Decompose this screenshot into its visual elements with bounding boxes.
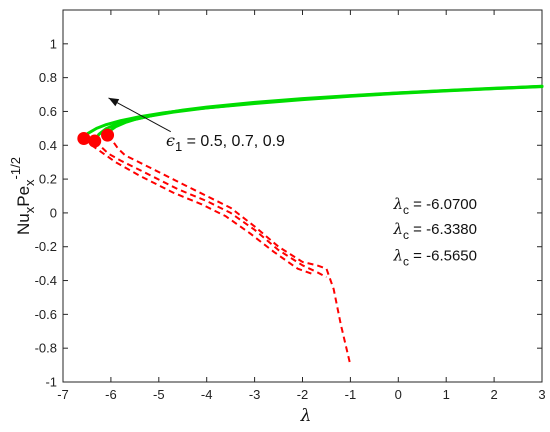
x-axis: -7 -6 -5 -4 -3 -2 -1 0 1 2 3 <box>57 10 546 402</box>
y-tick-label: 0.8 <box>39 70 57 85</box>
y-axis-label: NuxPex-1/2 <box>8 157 37 235</box>
y-tick-label: -0.4 <box>35 273 57 288</box>
chart-area: -7 -6 -5 -4 -3 -2 -1 0 1 2 3 -1 -0.8 -0.6 -0.4 -0.2 0 0.… <box>35 9 546 402</box>
arrow-shaft <box>108 97 172 133</box>
x-tick-label: -3 <box>249 387 261 402</box>
y-tick-label: -0.8 <box>35 341 57 356</box>
y-tick-label: -0.2 <box>35 239 57 254</box>
x-tick-label: -5 <box>153 387 165 402</box>
x-tick-label: 3 <box>538 387 545 402</box>
series-group <box>82 84 544 366</box>
x-tick-label: -2 <box>297 387 309 402</box>
arrow-head <box>108 97 120 107</box>
y-tick-label: -0.6 <box>35 307 57 322</box>
critical-point <box>88 134 102 148</box>
x-tick-label: -7 <box>57 387 69 402</box>
x-tick-label: -6 <box>105 387 117 402</box>
lower-branch-line <box>106 134 352 366</box>
x-axis-label: λ <box>300 406 312 426</box>
lower-branch-line <box>94 140 327 279</box>
lambda-c-annotation: λc = -6.0700 <box>393 195 477 217</box>
x-tick-label: -4 <box>201 387 213 402</box>
x-tick-label: 1 <box>443 387 450 402</box>
y-tick-label: 0.6 <box>39 104 57 119</box>
lambda-c-annotation: λc = -6.5650 <box>393 246 477 268</box>
y-tick-label: 0.2 <box>39 172 57 187</box>
y-tick-label: -1 <box>45 375 57 390</box>
y-tick-label: 0 <box>50 205 57 220</box>
critical-point <box>101 128 115 142</box>
annotations: ϵ1 = 0.5, 0.7, 0.9 λc = -6.0700 λc = -6.33… <box>108 97 477 268</box>
x-tick-label: -1 <box>345 387 357 402</box>
epsilon-annotation: ϵ1 = 0.5, 0.7, 0.9 <box>166 131 285 154</box>
x-tick-label: 2 <box>490 387 497 402</box>
lower-branch-line <box>83 137 313 275</box>
x-tick-label: 0 <box>395 387 402 402</box>
lambda-c-annotation: λc = -6.3380 <box>393 220 477 242</box>
upper-branch-line <box>82 85 544 141</box>
plot-frame <box>62 9 543 383</box>
y-tick-label: 1 <box>50 36 57 51</box>
critical-point <box>77 132 91 146</box>
y-tick-label: 0.4 <box>39 138 57 153</box>
y-axis: -1 -0.8 -0.6 -0.4 -0.2 0 0.2 0.4 0.6 0.8 1 <box>35 36 542 390</box>
critical-points <box>77 128 115 148</box>
